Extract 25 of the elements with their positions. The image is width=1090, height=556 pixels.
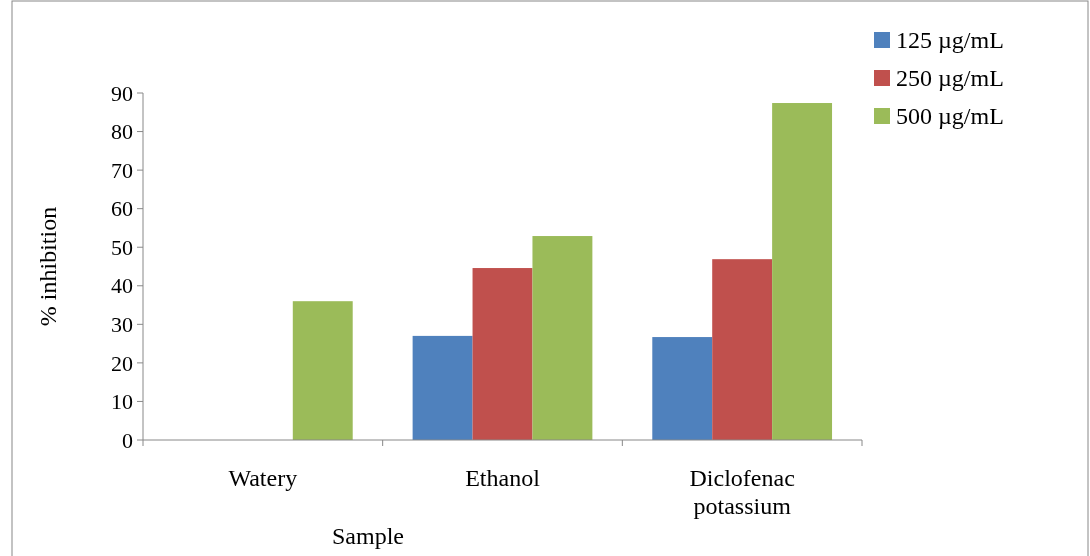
bar xyxy=(412,335,473,440)
y-tick-label: 60 xyxy=(111,196,133,222)
y-tick-label: 20 xyxy=(111,350,133,376)
bar xyxy=(772,103,833,440)
y-axis-title: % inhibition xyxy=(35,206,61,327)
bar xyxy=(472,268,533,440)
y-tick-label: 70 xyxy=(111,157,133,183)
bar xyxy=(532,236,593,440)
bar xyxy=(712,259,773,440)
x-axis-title: Sample xyxy=(332,523,404,549)
y-tick-label: 30 xyxy=(111,312,133,338)
bar xyxy=(292,301,353,440)
legend-label: 500 µg/mL xyxy=(896,103,1004,130)
legend-label: 125 µg/mL xyxy=(896,27,1004,54)
y-tick-label: 90 xyxy=(111,80,133,106)
bar xyxy=(652,337,713,440)
y-tick-label: 0 xyxy=(122,427,133,453)
y-tick-label: 40 xyxy=(111,273,133,299)
x-tick-label: Ethanol xyxy=(465,465,541,491)
y-tick-label: 10 xyxy=(111,389,133,415)
x-tick-label: Diclofenac potassium xyxy=(689,465,795,519)
x-tick-label: Watery xyxy=(228,465,298,491)
legend-label: 250 µg/mL xyxy=(896,65,1004,92)
y-tick-label: 50 xyxy=(111,234,133,260)
y-tick-label: 80 xyxy=(111,119,133,145)
